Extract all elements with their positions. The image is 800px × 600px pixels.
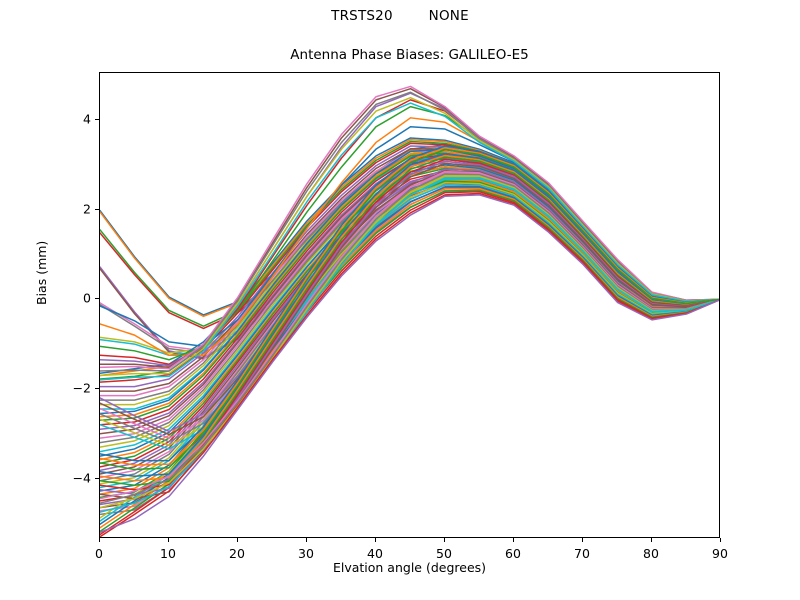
x-tick-label: 60: [505, 546, 521, 561]
y-tick-mark: [95, 119, 99, 121]
data-line: [100, 85, 719, 370]
x-tick-label: 10: [160, 546, 176, 561]
data-line: [100, 168, 719, 433]
data-line: [100, 148, 719, 471]
data-line: [100, 96, 719, 377]
y-tick-mark: [95, 298, 99, 300]
x-tick-mark: [168, 538, 170, 542]
data-line: [100, 102, 719, 381]
x-tick-mark: [375, 538, 377, 542]
data-line: [100, 170, 719, 500]
data-line: [100, 192, 719, 537]
x-tick-mark: [582, 538, 584, 542]
y-tick-mark: [95, 387, 99, 389]
x-tick-label: 80: [643, 546, 659, 561]
x-tick-mark: [444, 538, 446, 542]
data-line: [100, 91, 719, 372]
data-lines-group: [100, 85, 719, 537]
data-line: [100, 173, 719, 504]
x-tick-mark: [720, 538, 722, 542]
x-tick-label: 40: [367, 546, 383, 561]
axis-tick-layer: −4 −2 0 2 4 0 10 20 30 40 50 60 70 80 90: [73, 72, 728, 561]
x-tick-mark: [306, 538, 308, 542]
y-tick-label: −4: [72, 470, 91, 485]
plot-area: [99, 72, 720, 538]
x-tick-label: 0: [95, 546, 103, 561]
x-tick-label: 90: [712, 546, 728, 561]
data-line: [100, 154, 719, 482]
data-line: [100, 178, 719, 495]
x-tick-mark: [513, 538, 515, 542]
y-tick-label: 0: [83, 290, 91, 306]
chart-title: Antenna Phase Biases: GALILEO-E5: [290, 47, 529, 63]
y-axis-label: Bias (mm): [34, 240, 49, 305]
data-line: [100, 145, 719, 462]
data-line: [100, 174, 719, 509]
x-tick-label: 50: [436, 546, 452, 561]
data-line: [100, 152, 719, 478]
x-tick-label: 20: [229, 546, 245, 561]
data-line: [100, 147, 719, 466]
x-tick-label: 70: [574, 546, 590, 561]
y-tick-label: 2: [83, 201, 91, 217]
data-line: [100, 148, 719, 415]
y-tick-label: −2: [72, 380, 91, 396]
data-line: [100, 194, 719, 534]
x-tick-mark: [651, 538, 653, 542]
x-tick-mark: [237, 538, 239, 542]
y-tick-mark: [95, 208, 99, 210]
y-tick-label: 4: [83, 111, 91, 127]
x-tick-mark: [99, 538, 101, 542]
x-tick-label: 30: [298, 546, 314, 561]
x-axis-label: Elvation angle (degrees): [332, 560, 487, 575]
data-line: [100, 162, 719, 500]
y-tick-mark: [95, 477, 99, 479]
figure-suptitle: TRSTS20 NONE: [331, 8, 469, 24]
